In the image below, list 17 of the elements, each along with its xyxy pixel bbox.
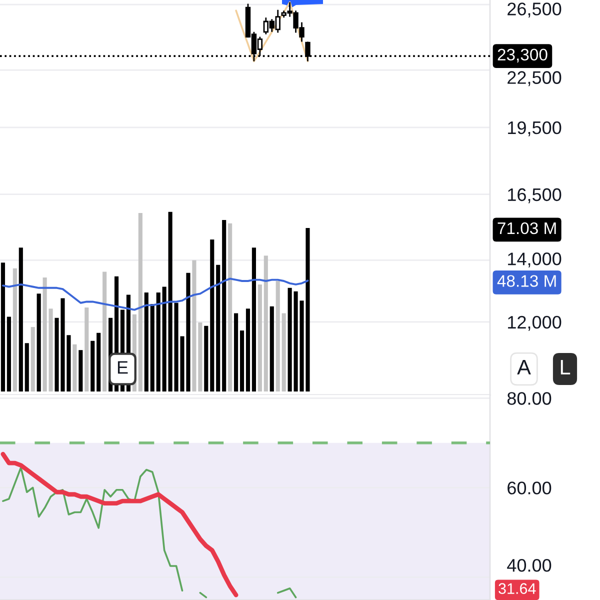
y-tick-label: 26,500: [508, 2, 562, 18]
text: L: [560, 360, 570, 374]
y-tick-label: 40.00: [507, 558, 552, 572]
y-tick-label: 16,500: [508, 188, 562, 204]
y-tick-label: 14,000: [508, 252, 562, 268]
y-tick-label: 60.00: [508, 482, 552, 494]
y-tick-label: 22,500: [508, 71, 562, 86]
line-series: [2, 278, 309, 311]
text: 31.64: [498, 583, 536, 594]
annotation: E: [118, 361, 128, 374]
y2-tick-label: 48.13 M: [497, 275, 556, 287]
y2-tick-label: 71.03 M: [498, 222, 556, 234]
y-tick-label: 12,000: [508, 316, 562, 331]
text: A: [517, 360, 531, 374]
y-tick-label: 80.00: [507, 392, 552, 405]
y-tick-label: 19,500: [508, 121, 562, 136]
ref-line-label: 23,300: [498, 48, 548, 63]
